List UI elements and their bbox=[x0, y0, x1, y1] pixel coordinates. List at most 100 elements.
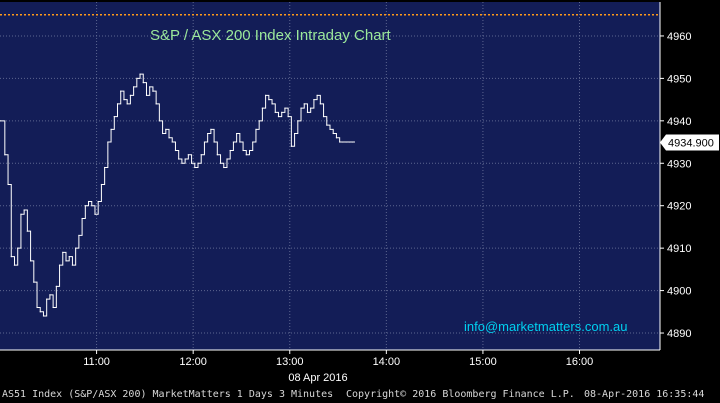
price-point bbox=[236, 132, 238, 135]
price-point bbox=[29, 260, 32, 262]
y-tick-label: 4960 bbox=[667, 31, 691, 43]
intraday-chart: S&P / ASX 200 Index Intraday Chart info@… bbox=[0, 2, 719, 384]
price-point bbox=[91, 205, 93, 207]
last-price-marker: 4934.900 bbox=[660, 134, 719, 151]
price-point bbox=[158, 120, 160, 122]
price-point bbox=[335, 137, 338, 139]
price-point bbox=[81, 217, 83, 220]
price-point bbox=[78, 234, 80, 237]
price-point bbox=[65, 260, 67, 262]
price-point bbox=[107, 141, 109, 143]
price-point bbox=[149, 86, 151, 88]
price-point bbox=[123, 99, 125, 101]
price-point bbox=[55, 285, 57, 287]
price-point bbox=[271, 103, 273, 105]
footer-ticker: AS51 Index (S&P/ASX 200) MarketMatters 1… bbox=[2, 389, 334, 400]
y-tick-label: 4920 bbox=[667, 201, 691, 213]
price-point bbox=[161, 132, 164, 135]
price-point bbox=[36, 306, 38, 309]
price-point bbox=[136, 77, 138, 79]
price-point bbox=[248, 149, 251, 152]
price-point bbox=[345, 141, 347, 143]
price-point bbox=[332, 132, 334, 135]
x-tick-label: 16:00 bbox=[566, 356, 594, 368]
price-point bbox=[322, 115, 325, 118]
price-point bbox=[184, 158, 186, 160]
price-point bbox=[326, 124, 328, 126]
price-point bbox=[97, 200, 99, 203]
price-point bbox=[84, 205, 86, 207]
series-layer bbox=[0, 73, 355, 317]
price-point bbox=[232, 141, 235, 143]
grid-lines bbox=[0, 2, 660, 350]
x-axis: 11:00 12:00 13:00 14:00 15:00 16:00 bbox=[0, 349, 660, 368]
price-point bbox=[319, 103, 321, 105]
chart-title: S&P / ASX 200 Index Intraday Chart bbox=[150, 27, 392, 44]
price-point bbox=[87, 200, 90, 203]
price-point bbox=[284, 107, 286, 109]
price-point bbox=[126, 103, 128, 105]
price-point bbox=[33, 281, 35, 283]
price-point bbox=[142, 82, 144, 84]
price-point bbox=[116, 103, 119, 105]
watermark-email: info@marketmatters.com.au bbox=[464, 319, 627, 334]
price-point bbox=[68, 256, 70, 258]
price-point bbox=[274, 111, 276, 113]
price-point bbox=[229, 149, 231, 152]
price-point bbox=[58, 264, 61, 266]
price-point bbox=[316, 94, 318, 96]
y-tick-label: 4890 bbox=[667, 328, 691, 340]
price-point bbox=[351, 141, 354, 143]
price-point bbox=[129, 94, 131, 96]
price-point bbox=[23, 209, 25, 211]
price-point bbox=[145, 94, 148, 96]
price-point bbox=[313, 99, 315, 101]
price-point bbox=[0, 120, 1, 122]
footer-bar: AS51 Index (S&P/ASX 200) MarketMatters 1… bbox=[0, 386, 720, 403]
y-tick-label: 4900 bbox=[667, 286, 691, 298]
price-point bbox=[94, 213, 96, 215]
price-point bbox=[239, 141, 241, 143]
x-tick-label: 12:00 bbox=[179, 356, 207, 368]
price-point bbox=[120, 90, 122, 92]
price-point bbox=[261, 107, 263, 109]
x-tick-label: 13:00 bbox=[276, 356, 304, 368]
x-tick-label: 14:00 bbox=[373, 356, 401, 368]
y-tick-label: 4950 bbox=[667, 73, 691, 85]
price-point bbox=[171, 141, 173, 143]
price-point bbox=[174, 149, 177, 152]
x-tick-label: 11:00 bbox=[83, 356, 110, 368]
x-tick-label: 15:00 bbox=[469, 356, 497, 368]
y-tick-label: 4930 bbox=[667, 158, 691, 170]
price-point bbox=[242, 149, 244, 152]
price-point bbox=[197, 162, 199, 164]
price-point bbox=[287, 115, 289, 118]
price-point bbox=[7, 183, 9, 186]
price-point bbox=[13, 264, 16, 266]
price-point bbox=[293, 132, 296, 135]
y-tick-label: 4910 bbox=[667, 243, 691, 255]
y-axis: 4890 4900 4910 4920 4930 4940 4950 4960 bbox=[659, 2, 691, 350]
price-point bbox=[339, 141, 341, 143]
price-point bbox=[152, 90, 154, 92]
price-point bbox=[310, 107, 312, 109]
price-point bbox=[46, 298, 48, 300]
price-point bbox=[100, 183, 103, 186]
price-point bbox=[258, 120, 260, 122]
price-point bbox=[245, 154, 247, 156]
price-point bbox=[133, 86, 135, 88]
price-point bbox=[277, 115, 280, 118]
price-point bbox=[168, 137, 170, 139]
price-point bbox=[194, 166, 196, 169]
price-series-line bbox=[0, 73, 355, 317]
price-point bbox=[223, 166, 225, 169]
price-point bbox=[62, 251, 64, 253]
price-point bbox=[181, 162, 183, 164]
price-point bbox=[297, 120, 299, 122]
price-point bbox=[104, 166, 106, 169]
price-point bbox=[17, 247, 19, 249]
price-point bbox=[200, 154, 202, 156]
price-point bbox=[187, 154, 189, 156]
price-point bbox=[342, 141, 344, 143]
price-point bbox=[71, 264, 74, 266]
